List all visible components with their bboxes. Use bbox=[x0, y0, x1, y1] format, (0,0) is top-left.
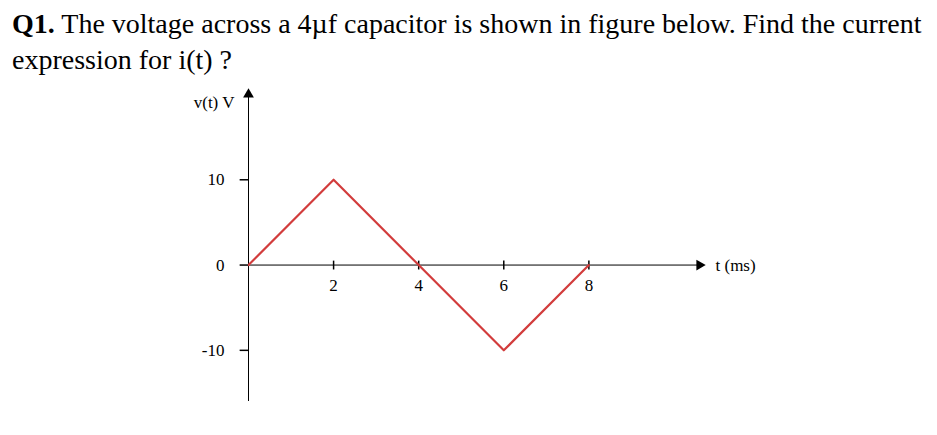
html-text:Q1. The voltage across a 4µf c: Q1. The voltage across a 4µf capacitor i… bbox=[12, 8, 922, 75]
svg-text:0: 0 bbox=[216, 255, 225, 274]
svg-text:10: 10 bbox=[208, 170, 225, 189]
svg-text:2: 2 bbox=[329, 275, 338, 294]
svg-text:8: 8 bbox=[585, 275, 594, 294]
svg-text:6: 6 bbox=[500, 275, 509, 294]
svg-text:t (ms): t (ms) bbox=[716, 255, 756, 274]
svg-text:v(t) V: v(t) V bbox=[194, 93, 235, 112]
svg-text:4: 4 bbox=[414, 275, 423, 294]
svg-text:-10: -10 bbox=[202, 341, 225, 360]
